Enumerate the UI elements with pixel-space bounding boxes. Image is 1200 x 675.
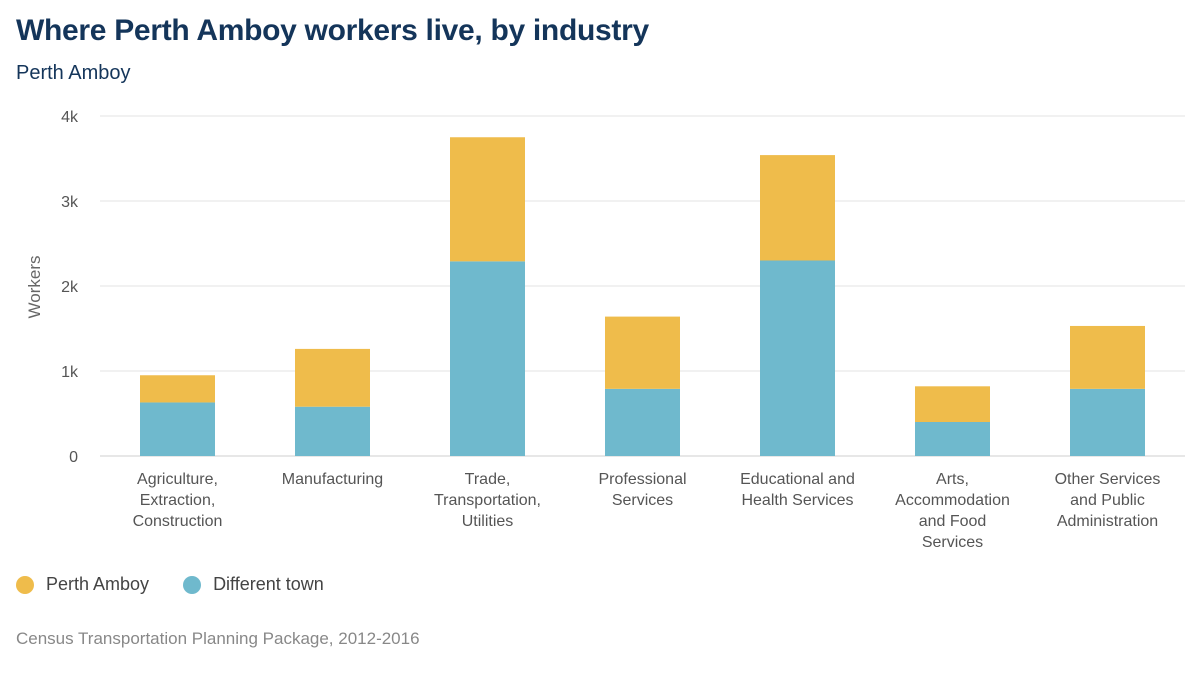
legend-item-perth-amboy[interactable]: Perth Amboy bbox=[16, 574, 149, 595]
x-category-label-line: Administration bbox=[1057, 513, 1158, 530]
bar-perth-amboy[interactable] bbox=[450, 137, 525, 262]
y-tick-label: 2k bbox=[61, 279, 79, 296]
x-axis-labels: Agriculture, Extraction, Construction Manuf… bbox=[133, 471, 1161, 551]
bar-perth-amboy[interactable] bbox=[760, 155, 835, 261]
bar-chart: 0 1k 2k 3k 4k Agriculture, Extraction, Constru… bbox=[25, 109, 1185, 551]
x-category-label: Trade, Transportation, Utilities bbox=[434, 471, 541, 530]
bar-perth-amboy[interactable] bbox=[1070, 325, 1145, 389]
legend-swatch-perth-amboy bbox=[16, 575, 34, 594]
bar-different-town[interactable] bbox=[450, 261, 525, 456]
bar-different-town[interactable] bbox=[140, 402, 215, 456]
x-category-label-line: Utilities bbox=[462, 513, 514, 530]
y-tick-label: 4k bbox=[61, 109, 79, 126]
chart-title: Where Perth Amboy workers live, by indus… bbox=[16, 14, 649, 47]
x-category-label-line: Arts, bbox=[936, 471, 969, 488]
x-category-label-line: Other Services bbox=[1055, 471, 1161, 488]
legend-item-different-town[interactable]: Different town bbox=[183, 574, 324, 595]
bar-different-town[interactable] bbox=[295, 406, 370, 456]
x-category-label-line: Agriculture, bbox=[137, 471, 218, 488]
bar-different-town[interactable] bbox=[915, 422, 990, 456]
x-category-label-line: Manufacturing bbox=[282, 471, 383, 488]
bar-perth-amboy[interactable] bbox=[295, 348, 370, 407]
x-category-label-line: Educational and bbox=[740, 471, 855, 488]
bar-different-town[interactable] bbox=[605, 388, 680, 456]
bar-different-town[interactable] bbox=[760, 260, 835, 457]
source-note: Census Transportation Planning Package, … bbox=[16, 629, 420, 648]
x-category-label-line: Transportation, bbox=[434, 492, 541, 509]
bar-perth-amboy[interactable] bbox=[605, 316, 680, 389]
x-category-label-line: Trade, bbox=[465, 471, 511, 488]
x-category-label-line: Accommodation bbox=[895, 492, 1010, 509]
x-category-label-line: and Public bbox=[1070, 492, 1145, 509]
bars-layer bbox=[140, 137, 1145, 456]
legend: Perth Amboy Different town bbox=[16, 574, 358, 595]
x-category-label-line: Construction bbox=[133, 513, 223, 530]
legend-label-different-town: Different town bbox=[213, 574, 324, 594]
x-category-label: Arts, Accommodation and Food Services bbox=[895, 471, 1010, 551]
x-category-label-line: Services bbox=[612, 492, 673, 509]
x-category-label: Manufacturing bbox=[282, 471, 383, 488]
y-tick-label: 3k bbox=[61, 194, 79, 211]
bar-perth-amboy[interactable] bbox=[915, 386, 990, 422]
x-category-label-line: and Food bbox=[919, 513, 987, 530]
y-tick-label: 1k bbox=[61, 364, 79, 381]
legend-swatch-different-town bbox=[183, 575, 202, 594]
x-category-label: Educational and Health Services bbox=[740, 471, 855, 509]
chart-subtitle: Perth Amboy bbox=[16, 62, 131, 84]
x-category-label-line: Professional bbox=[598, 471, 686, 488]
x-category-label-line: Health Services bbox=[741, 492, 853, 509]
x-category-label-line: Extraction, bbox=[140, 492, 216, 509]
y-tick-label: 0 bbox=[69, 449, 78, 466]
bar-different-town[interactable] bbox=[1070, 388, 1145, 456]
x-category-label: Professional Services bbox=[598, 471, 686, 509]
x-category-label: Other Services and Public Administration bbox=[1055, 471, 1161, 530]
bar-perth-amboy[interactable] bbox=[140, 375, 215, 403]
y-axis-title: Workers bbox=[25, 256, 44, 319]
legend-label-perth-amboy: Perth Amboy bbox=[46, 574, 150, 594]
y-axis-ticks: 0 1k 2k 3k 4k bbox=[61, 109, 79, 466]
x-category-label-line: Services bbox=[922, 534, 983, 551]
x-category-label: Agriculture, Extraction, Construction bbox=[133, 471, 223, 530]
